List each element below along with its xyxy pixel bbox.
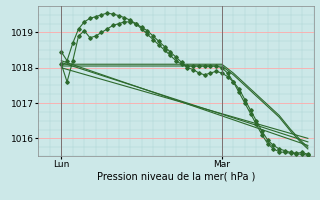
X-axis label: Pression niveau de la mer( hPa ): Pression niveau de la mer( hPa ) [97,172,255,182]
